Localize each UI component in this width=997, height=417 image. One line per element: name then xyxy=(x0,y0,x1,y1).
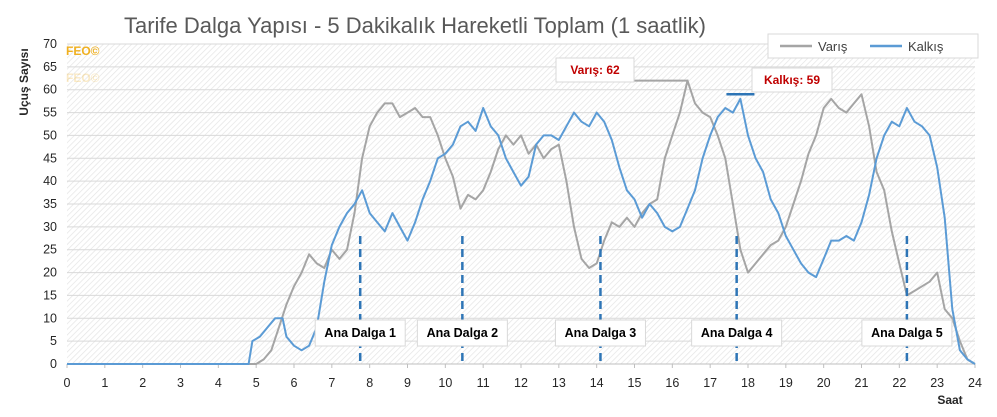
series-line-varis xyxy=(67,79,976,365)
x-tick-label: 19 xyxy=(779,376,793,390)
y-tick-label: 30 xyxy=(43,220,57,234)
x-tick-label: 14 xyxy=(590,376,604,390)
x-tick-label: 5 xyxy=(253,376,260,390)
x-tick-label: 15 xyxy=(628,376,642,390)
x-tick-label: 0 xyxy=(64,376,71,390)
x-tick-label: 18 xyxy=(741,376,755,390)
wave-label-box-4 xyxy=(691,319,783,347)
y-tick-label: 45 xyxy=(43,151,57,165)
chart-title: Tarife Dalga Yapısı - 5 Dakikalık Hareke… xyxy=(124,13,706,38)
callout-leader-varis xyxy=(634,79,689,83)
wave-label-box-2 xyxy=(416,319,508,347)
x-tick-label: 8 xyxy=(366,376,373,390)
series-layer xyxy=(67,79,976,365)
callouts: Varış: 62 Kalkış: 59 xyxy=(555,57,833,96)
callout-label-varis: Varış: 62 xyxy=(570,63,620,77)
y-axis-label: Uçuş Sayısı xyxy=(17,48,31,115)
wave-label-4: Ana Dalga 4 xyxy=(701,326,773,340)
wave-label-box-3 xyxy=(554,319,646,347)
x-tick-labels: 0 1 2 3 4 5 6 7 8 9 10 11 12 13 14 15 16 17 18 19 20 21 22 23 24 xyxy=(64,376,982,390)
logo-text-faded: FEO© xyxy=(66,71,100,85)
y-tick-label: 10 xyxy=(43,311,57,325)
y-tick-label: 5 xyxy=(50,334,57,348)
wave-label-1: Ana Dalga 1 xyxy=(324,326,396,340)
wave-label-box-5 xyxy=(861,319,953,347)
y-tick-label: 25 xyxy=(43,243,57,257)
x-tick-label: 4 xyxy=(215,376,222,390)
y-tick-label: 15 xyxy=(43,288,57,302)
x-tick-label: 1 xyxy=(101,376,108,390)
x-tick-label: 6 xyxy=(291,376,298,390)
x-tick-label: 20 xyxy=(817,376,831,390)
x-tick-label: 12 xyxy=(514,376,528,390)
logo-text: FEO© xyxy=(66,44,100,58)
x-tick-label: 16 xyxy=(665,376,679,390)
y-tick-labels: 0 5 10 15 20 25 30 35 40 45 50 55 60 65 70 xyxy=(43,37,57,371)
wave-label-3: Ana Dalga 3 xyxy=(565,326,637,340)
x-tick-label: 10 xyxy=(438,376,452,390)
x-tick-label: 3 xyxy=(177,376,184,390)
y-tick-label: 0 xyxy=(50,357,57,371)
legend-label-kalkis: Kalkış xyxy=(908,39,944,54)
legend-label-varis: Varış xyxy=(818,39,848,54)
y-tick-label: 35 xyxy=(43,197,57,211)
x-tick-label: 22 xyxy=(892,376,906,390)
wave-label-5: Ana Dalga 5 xyxy=(871,326,943,340)
x-tick-label: 24 xyxy=(968,376,982,390)
x-tick-label: 17 xyxy=(703,376,717,390)
callout-box-kalkis xyxy=(751,67,833,93)
legend: Varış Kalkış xyxy=(767,33,979,59)
x-tick-label: 9 xyxy=(404,376,411,390)
y-tick-label: 65 xyxy=(43,60,57,74)
y-tick-label: 70 xyxy=(43,37,57,51)
x-tick-label: 23 xyxy=(930,376,944,390)
wave-markers: Ana Dalga 1 Ana Dalga 2 Ana Dalga 3 Ana Dal… xyxy=(314,236,953,364)
x-tick-label: 7 xyxy=(328,376,335,390)
y-tick-label: 40 xyxy=(43,174,57,188)
x-tick-label: 21 xyxy=(855,376,869,390)
y-tick-label: 55 xyxy=(43,106,57,120)
y-tick-label: 20 xyxy=(43,266,57,280)
series-line-kalkis xyxy=(67,97,976,365)
callout-box-varis xyxy=(555,57,635,83)
callout-label-kalkis: Kalkış: 59 xyxy=(764,73,820,87)
y-tick-label: 50 xyxy=(43,128,57,142)
x-tick-label: 11 xyxy=(477,376,490,390)
y-tick-label: 60 xyxy=(43,83,57,97)
wave-label-box-1 xyxy=(314,319,406,347)
x-tick-label: 13 xyxy=(552,376,566,390)
wave-label-2: Ana Dalga 2 xyxy=(427,326,499,340)
x-axis-label: Saat xyxy=(937,393,962,407)
x-tick-label: 2 xyxy=(139,376,146,390)
